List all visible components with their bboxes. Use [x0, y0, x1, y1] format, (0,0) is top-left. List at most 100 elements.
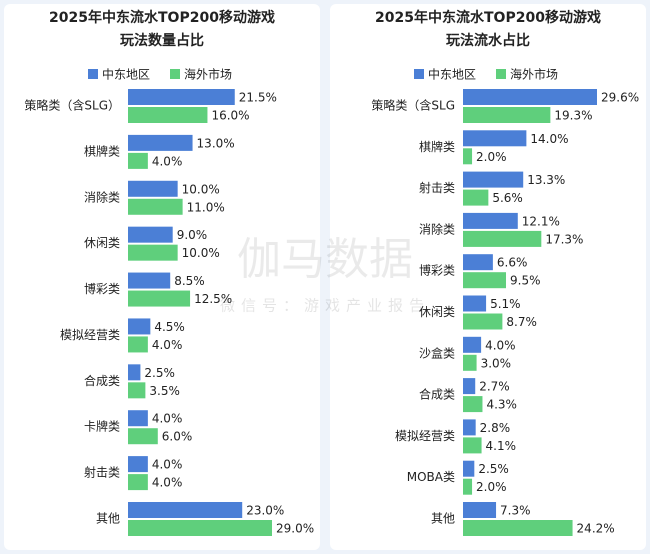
bar	[128, 336, 148, 353]
value-label: 14.0%	[530, 132, 568, 146]
legend-swatch	[88, 69, 98, 79]
value-label: 5.6%	[492, 191, 522, 205]
value-label: 2.5%	[478, 462, 509, 476]
value-label: 23.0%	[246, 504, 284, 518]
value-label: 4.0%	[152, 412, 183, 426]
value-label: 21.5%	[239, 91, 277, 105]
watermark: 伽马数据	[237, 234, 413, 285]
value-label: 24.2%	[577, 522, 615, 536]
value-label: 2.7%	[479, 380, 510, 394]
category-label: 其他	[431, 512, 455, 526]
bar	[463, 254, 493, 271]
category-label: 博彩类	[419, 263, 455, 278]
category-label: 博彩类	[84, 281, 120, 296]
value-label: 4.0%	[152, 476, 183, 490]
bar	[128, 198, 183, 215]
category-label: 合成类	[419, 387, 455, 402]
value-label: 5.1%	[490, 297, 521, 311]
category-label: 射击类	[84, 465, 120, 480]
bar	[128, 89, 235, 105]
category-label: 模拟经营类	[60, 328, 120, 342]
value-label: 29.6%	[601, 91, 639, 105]
bar	[463, 354, 477, 371]
legend-swatch	[170, 69, 180, 79]
value-label: 16.0%	[211, 109, 249, 123]
category-label: 策略类（含SLG）	[24, 98, 120, 113]
bar	[463, 460, 475, 477]
value-label: 13.0%	[197, 136, 235, 150]
bar	[463, 313, 503, 330]
chart-title: 2025年中东流水TOP200移动游戏	[49, 9, 275, 26]
bar	[128, 272, 171, 289]
value-label: 4.5%	[154, 320, 185, 334]
value-label: 11.0%	[187, 200, 225, 214]
bar	[128, 456, 148, 473]
category-label: 棋牌类	[419, 140, 455, 154]
value-label: 10.0%	[182, 246, 220, 260]
bar	[463, 272, 507, 289]
value-label: 4.1%	[486, 439, 516, 453]
value-label: 4.3%	[486, 398, 516, 412]
chart-subtitle: 玩法数量占比	[120, 32, 204, 49]
bar	[128, 520, 272, 536]
value-label: 4.0%	[152, 458, 183, 472]
legend-label: 海外市场	[510, 67, 558, 82]
bar	[128, 134, 193, 151]
legend-swatch	[414, 69, 424, 79]
value-label: 2.5%	[144, 366, 175, 380]
bar	[128, 107, 208, 123]
category-label: 休闲类	[84, 236, 120, 250]
value-label: 9.5%	[510, 274, 540, 288]
bar	[128, 428, 158, 445]
category-label: 棋牌类	[84, 144, 120, 158]
bar	[128, 290, 191, 307]
bar	[463, 419, 476, 436]
value-label: 2.8%	[480, 421, 511, 435]
bar	[463, 336, 482, 353]
bar	[463, 148, 473, 165]
bar	[463, 212, 518, 229]
bar	[128, 364, 141, 381]
chart-title: 2025年中东流水TOP200移动游戏	[375, 9, 601, 26]
value-label: 29.0%	[276, 522, 314, 536]
bar	[128, 244, 178, 261]
bar	[128, 226, 173, 243]
bar	[128, 318, 151, 335]
watermark-sub: 微信号：游戏产业报告	[220, 297, 430, 315]
category-label: 模拟经营类	[395, 429, 455, 443]
value-label: 8.7%	[506, 315, 537, 329]
value-label: 6.0%	[162, 430, 193, 444]
value-label: 2.0%	[476, 480, 507, 494]
value-label: 4.0%	[152, 338, 183, 352]
value-label: 17.3%	[545, 232, 583, 246]
bar	[463, 171, 524, 188]
bar	[463, 502, 497, 518]
legend-label: 中东地区	[428, 67, 476, 82]
value-label: 12.5%	[194, 292, 232, 306]
value-label: 7.3%	[500, 504, 531, 518]
category-label: 策略类（含SLG	[371, 98, 455, 113]
value-label: 9.0%	[177, 228, 208, 242]
bar	[463, 89, 597, 105]
value-label: 6.6%	[497, 256, 528, 270]
bar	[463, 478, 473, 495]
bar	[463, 378, 476, 395]
category-label: 沙盒类	[419, 345, 455, 360]
bar	[463, 520, 573, 536]
value-label: 12.1%	[522, 214, 560, 228]
bar	[128, 410, 148, 427]
category-label: 消除类	[419, 221, 455, 236]
legend-swatch	[496, 69, 506, 79]
value-label: 4.0%	[485, 338, 516, 352]
bar	[463, 107, 551, 123]
category-label: 卡牌类	[84, 420, 120, 434]
legend-label: 海外市场	[184, 67, 232, 82]
bar	[128, 152, 148, 169]
value-label: 3.0%	[481, 356, 512, 370]
bar	[128, 502, 243, 518]
value-label: 4.0%	[152, 154, 183, 168]
value-label: 19.3%	[554, 109, 592, 123]
bar	[463, 396, 483, 413]
